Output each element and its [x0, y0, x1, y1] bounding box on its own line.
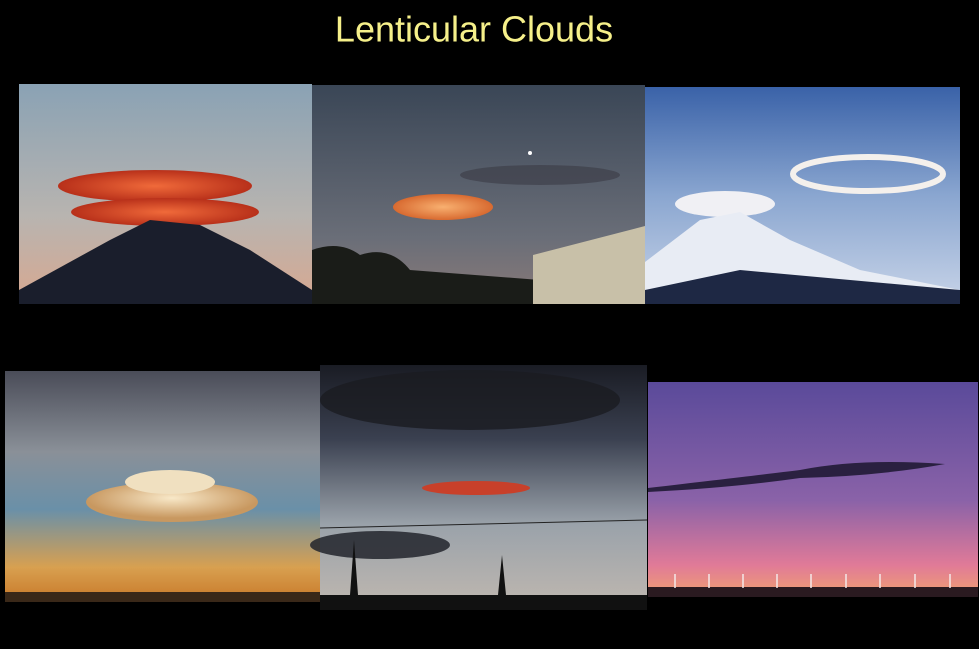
- power-line: [319, 519, 648, 529]
- cloud: [675, 191, 775, 217]
- photo: [312, 85, 645, 304]
- building: [533, 226, 645, 304]
- mountain: [19, 220, 312, 304]
- cloud: [58, 170, 252, 202]
- cloud: [310, 531, 450, 559]
- photo: [19, 84, 312, 304]
- star: [528, 151, 532, 155]
- cloud: [422, 481, 530, 495]
- ground: [320, 595, 647, 610]
- photo: [310, 365, 648, 610]
- trees: [312, 246, 540, 304]
- cloud: [71, 198, 259, 226]
- photo: [5, 371, 320, 602]
- cloud: [790, 154, 946, 194]
- cloud: [460, 165, 620, 185]
- cloud: [648, 462, 945, 492]
- ridge: [645, 270, 960, 304]
- slide-title: Lenticular Clouds: [335, 9, 613, 50]
- cloud: [393, 194, 493, 220]
- cloud: [86, 482, 258, 522]
- sky: [648, 382, 978, 597]
- wind-turbines: [674, 574, 951, 588]
- ground: [5, 592, 320, 602]
- cloud: [320, 370, 620, 430]
- photo: [645, 87, 960, 304]
- cloud: [125, 470, 215, 494]
- photo: [648, 382, 978, 597]
- ground: [648, 587, 978, 597]
